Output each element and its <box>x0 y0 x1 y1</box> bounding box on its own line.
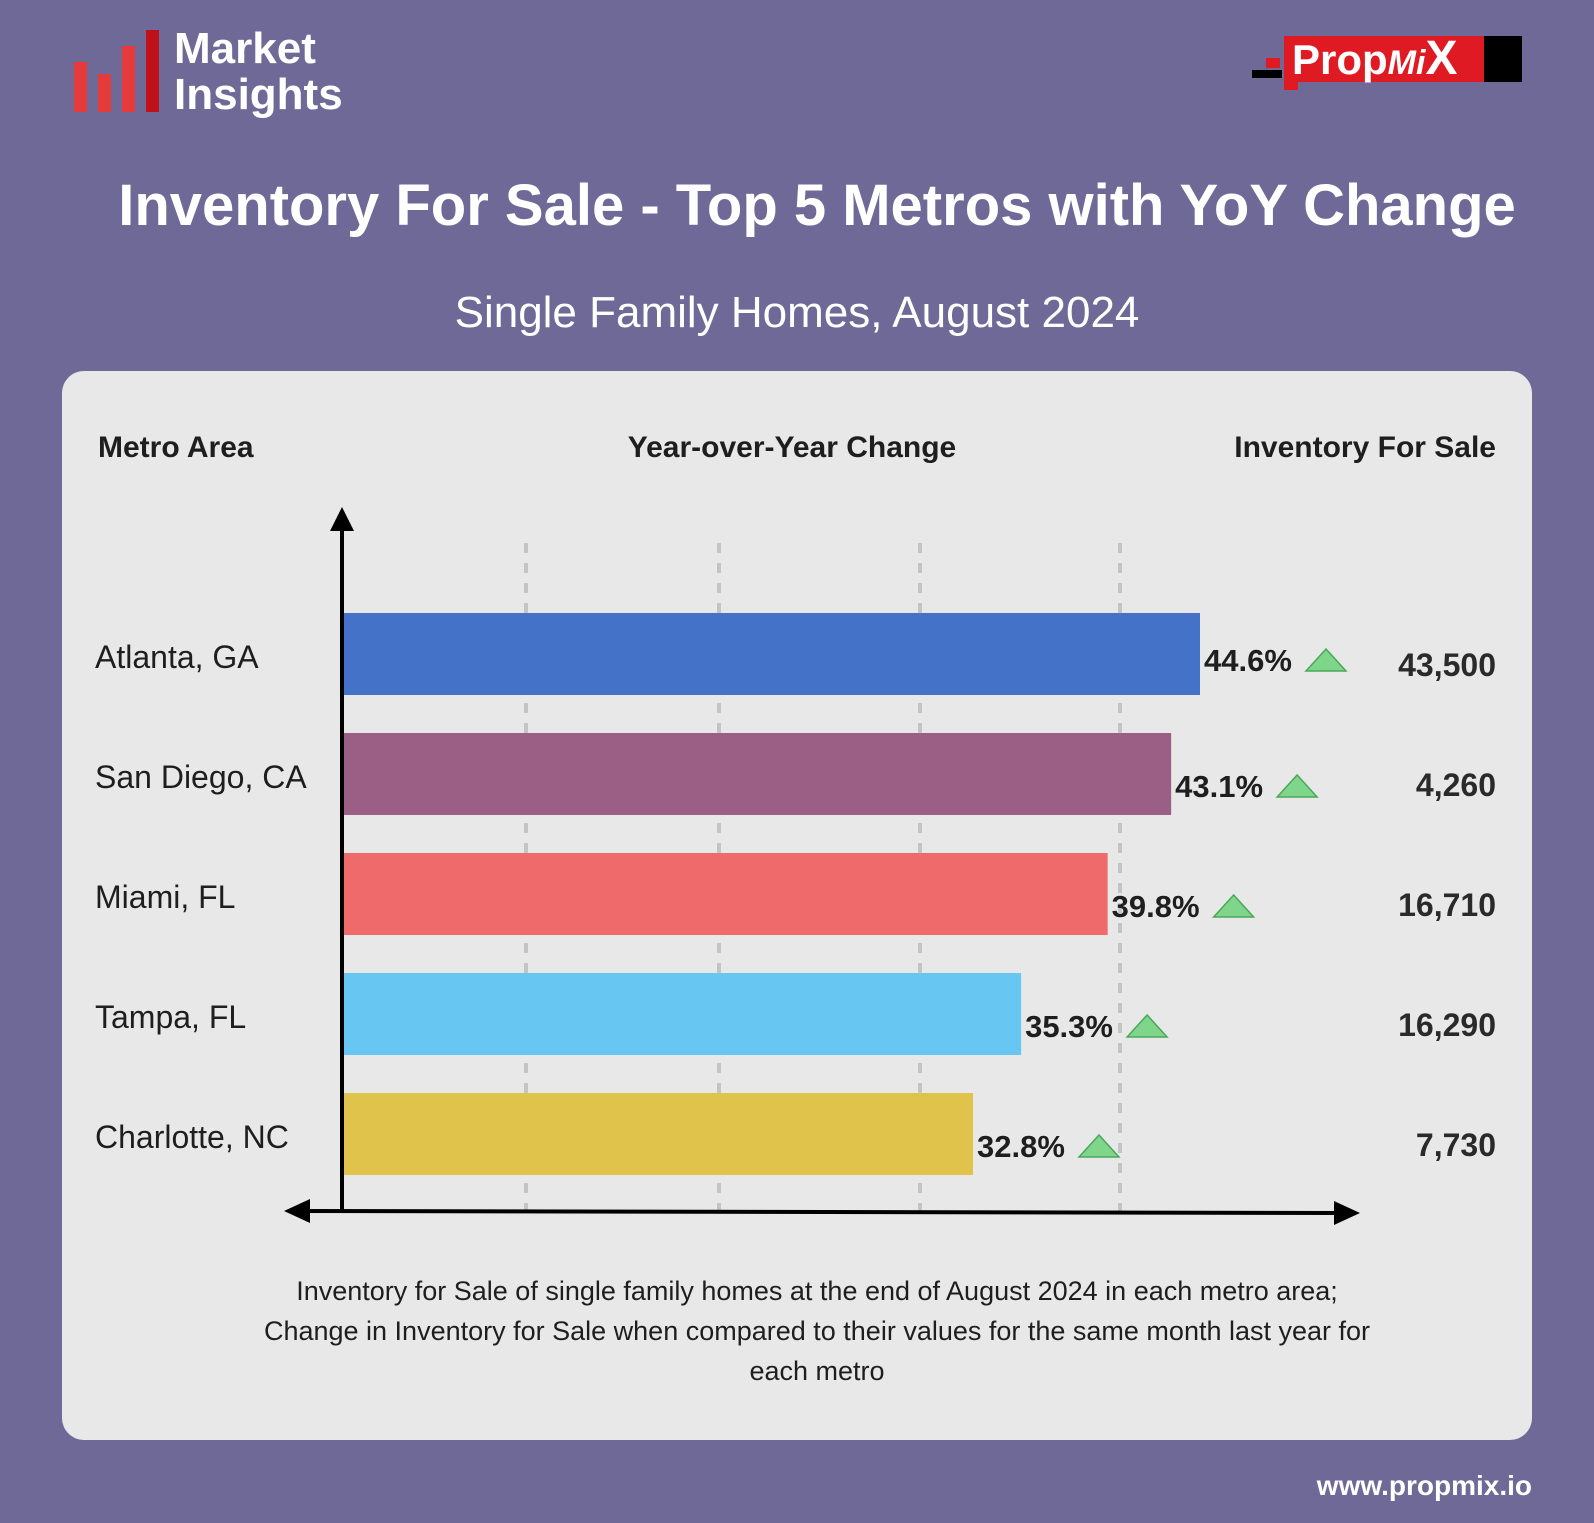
bar-san-diego-ca <box>342 733 1172 815</box>
x-axis <box>301 1209 1341 1215</box>
up-arrow-icon <box>1077 1133 1121 1158</box>
up-arrow-icon <box>1275 773 1319 798</box>
bar-atlanta-ga <box>342 613 1200 695</box>
up-arrow-icon <box>1304 647 1348 672</box>
yoy-value-label: 35.3% <box>1025 1009 1113 1044</box>
chart-card: Metro Area Year-over-Year Change Invento… <box>62 371 1532 1440</box>
footnote: Inventory for Sale of single family home… <box>182 1271 1452 1391</box>
yoy-value-label: 43.1% <box>1175 769 1264 804</box>
logo-line-1: Market <box>174 24 316 73</box>
x-axis-left-arrow-icon <box>284 1199 310 1223</box>
metro-label: San Diego, CA <box>95 759 307 795</box>
inventory-value: 43,500 <box>1398 647 1496 683</box>
chart-subtitle: Single Family Homes, August 2024 <box>454 288 1140 337</box>
column-header-inventory: Inventory For Sale <box>1234 431 1496 464</box>
inventory-value: 4,260 <box>1415 767 1496 803</box>
yoy-value-label: 44.6% <box>1204 643 1292 678</box>
yoy-value-label: 32.8% <box>976 1129 1065 1164</box>
bar-tampa-fl <box>342 973 1022 1055</box>
bar-charlotte-nc <box>342 1093 973 1175</box>
website-url[interactable]: www.propmix.io <box>1316 1470 1532 1501</box>
inventory-value: 7,730 <box>1415 1127 1496 1163</box>
logo-line-2: Insights <box>174 70 343 119</box>
column-header-metro: Metro Area <box>98 431 254 464</box>
propmix-wordmark: PropMiX <box>1292 32 1458 85</box>
inventory-value: 16,710 <box>1398 887 1496 923</box>
bar-chart <box>284 507 1360 1225</box>
inventory-value: 16,290 <box>1398 1007 1496 1043</box>
up-arrow-icon <box>1125 1013 1169 1038</box>
x-axis-right-arrow-icon <box>1334 1201 1360 1225</box>
footnote-line-2: Change in Inventory for Sale when compar… <box>263 1316 1371 1346</box>
metro-label: Tampa, FL <box>95 999 247 1035</box>
column-header-yoy: Year-over-Year Change <box>627 431 957 464</box>
metro-label: Charlotte, NC <box>95 1119 289 1155</box>
yoy-value-label: 39.8% <box>1111 889 1200 924</box>
logo-wordmark: Market Insights <box>174 26 343 118</box>
y-axis-arrow-icon <box>330 507 354 531</box>
footnote-line-3: each metro <box>749 1356 885 1386</box>
market-insights-logo: Market Insights <box>74 26 384 126</box>
metro-label: Atlanta, GA <box>95 639 259 675</box>
propmix-logo: PropMiX <box>1252 32 1522 92</box>
bar-chart-icon <box>74 30 164 112</box>
footnote-line-1: Inventory for Sale of single family home… <box>296 1276 1338 1306</box>
up-arrow-icon <box>1211 893 1256 918</box>
bar-miami-fl <box>342 853 1108 935</box>
chart-title: Inventory For Sale - Top 5 Metros with Y… <box>118 173 1516 238</box>
metro-label: Miami, FL <box>95 879 236 915</box>
